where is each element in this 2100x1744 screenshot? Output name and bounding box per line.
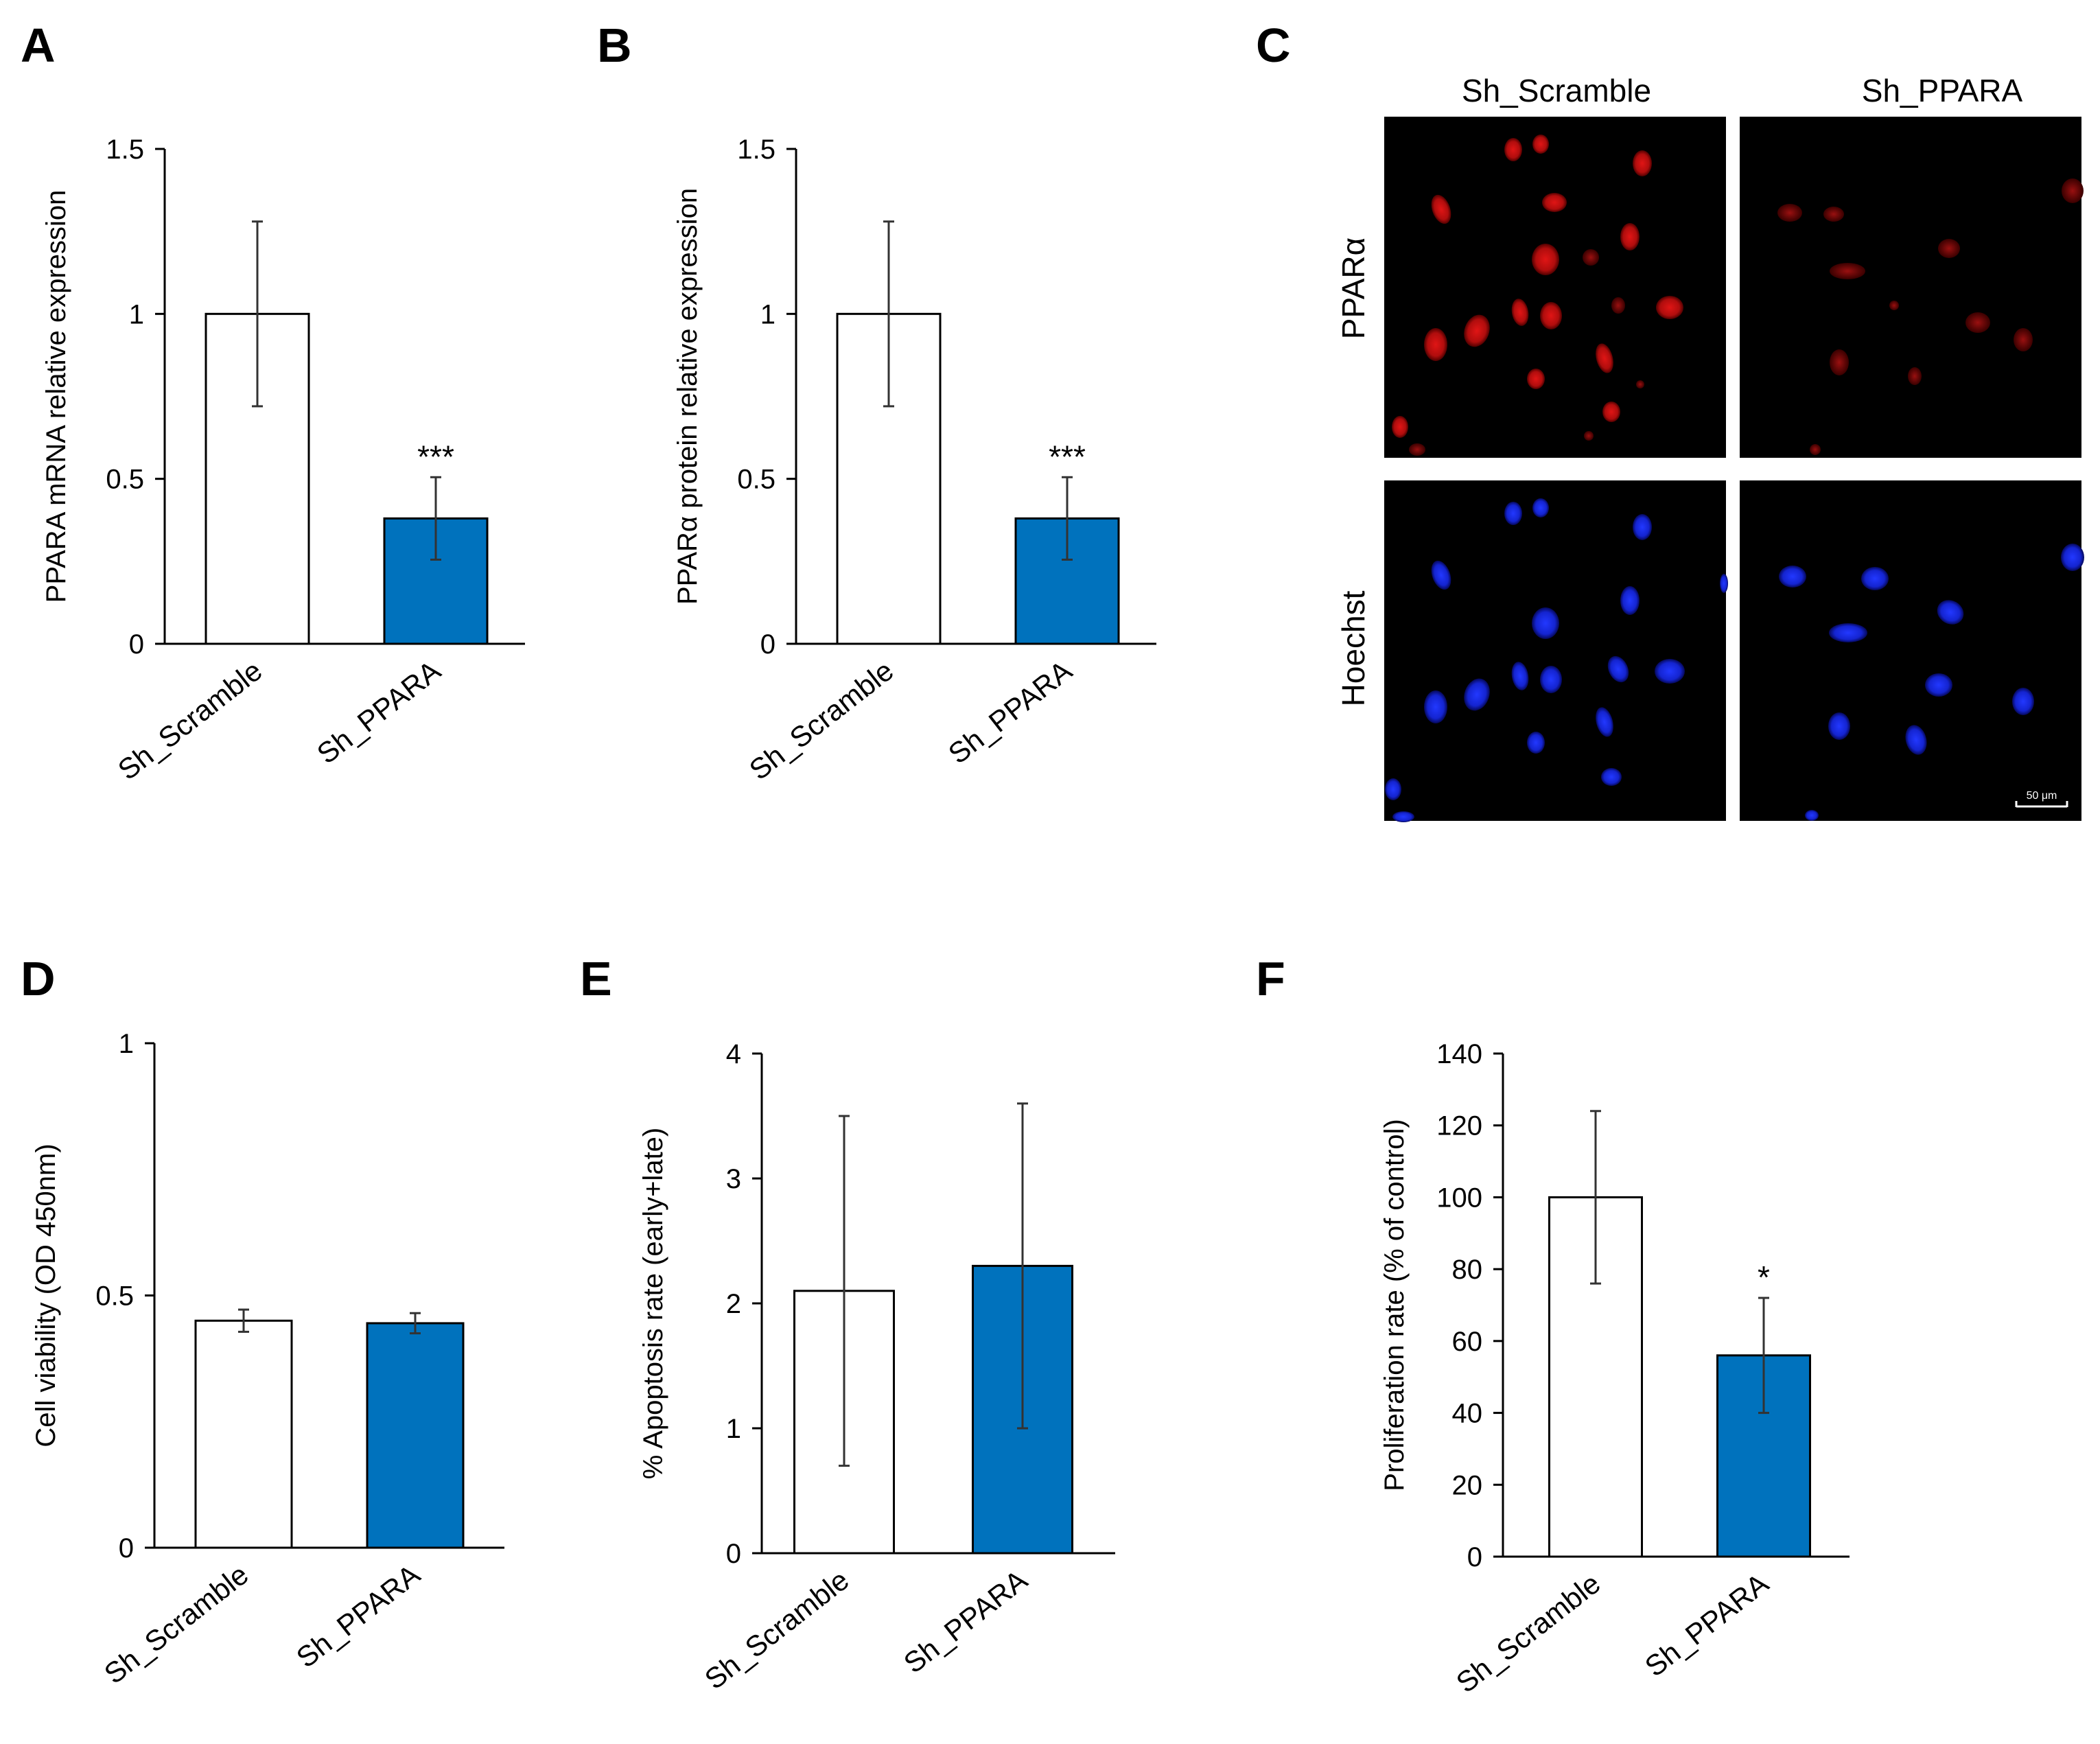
y-tick-label: 40	[1452, 1399, 1483, 1429]
y-tick-label: 120	[1436, 1111, 1482, 1141]
y-axis-label: PPARA mRNA relative expression	[41, 190, 71, 603]
x-category-label: Sh_PPARA	[898, 1563, 1034, 1679]
panel-c-row-label-ppara: PPARα	[1335, 237, 1371, 339]
y-tick-label: 3	[726, 1164, 741, 1194]
panel-d-letter: D	[21, 952, 56, 1005]
significance-marker: ***	[1049, 439, 1086, 474]
bar-ppara	[366, 1322, 465, 1549]
y-tick-label: 1.5	[737, 135, 775, 165]
y-tick-label: 0	[1467, 1542, 1482, 1572]
y-tick-label: 1	[119, 1029, 134, 1059]
y-tick-label: 1	[760, 299, 775, 329]
x-category-label: Sh_Scramble	[112, 654, 268, 786]
y-tick-label: 0.5	[106, 465, 144, 495]
panel-a-letter: A	[21, 19, 56, 72]
panel-b-letter: B	[597, 19, 632, 72]
y-tick-label: 0	[119, 1533, 134, 1563]
y-tick-label: 0	[726, 1539, 741, 1569]
panel-c-column-title-scramble: Sh_Scramble	[1462, 73, 1651, 108]
panel-a: A *** 0 0.5 1 1.5 PPARA mRNA relative expressi…	[21, 19, 525, 786]
x-category-label: Sh_PPARA	[311, 654, 447, 770]
panel-b: B *** 0 0.5 1 1.5 PPARα protein relative expre…	[597, 19, 1156, 786]
panel-d: D 0 0.5 1 Cell viability (OD 450nm) Sh_Scramb…	[21, 952, 504, 1690]
bar-scramble	[194, 1319, 293, 1549]
significance-marker: *	[1758, 1259, 1770, 1295]
y-tick-label: 0	[129, 629, 144, 660]
y-axis-label: Proliferation rate (% of control)	[1379, 1119, 1410, 1491]
x-category-label: Sh_Scramble	[1450, 1567, 1607, 1699]
panel-c-column-title-ppara: Sh_PPARA	[1862, 73, 2023, 108]
y-tick-label: 60	[1452, 1327, 1483, 1357]
nuclei-ppara-hoechst	[1779, 544, 2084, 821]
x-category-label: Sh_PPARA	[1639, 1567, 1775, 1683]
panel-e-letter: E	[580, 952, 612, 1005]
panel-c-letter: C	[1256, 19, 1291, 72]
micrograph-scramble-ppara	[1384, 117, 1726, 458]
panel-e: E 0 1 2 3 4 % Apoptosis rate (early+late) Sh_Sc…	[580, 952, 1115, 1695]
micrograph-scramble-hoechst	[1384, 480, 1726, 821]
micrograph-ppara-hoechst	[1740, 480, 2081, 821]
y-tick-label: 4	[726, 1039, 741, 1069]
y-tick-label: 140	[1436, 1039, 1482, 1069]
significance-marker: ***	[417, 439, 454, 474]
panel-c: C Sh_Scramble Sh_PPARA PPARα Hoechst	[1256, 19, 2084, 822]
nuclei-ppara-ppara	[1777, 178, 2084, 455]
x-category-label: Sh_PPARA	[290, 1558, 426, 1674]
y-tick-label: 2	[726, 1289, 741, 1319]
y-tick-label: 80	[1452, 1255, 1483, 1285]
y-tick-label: 1	[129, 299, 144, 329]
x-category-label: Sh_Scramble	[743, 654, 900, 786]
y-tick-label: 1	[726, 1414, 741, 1444]
y-tick-label: 20	[1452, 1470, 1483, 1500]
y-tick-label: 1.5	[106, 135, 144, 165]
y-axis-label: % Apoptosis rate (early+late)	[638, 1128, 668, 1479]
y-axis-label: PPARα protein relative expression	[673, 188, 703, 605]
scale-bar-label: 50 μm	[2027, 790, 2057, 802]
y-axis-label: Cell viability (OD 450nm)	[31, 1143, 61, 1447]
x-category-label: Sh_Scramble	[699, 1563, 855, 1695]
x-category-label: Sh_PPARA	[942, 654, 1078, 770]
y-tick-label: 0.5	[95, 1281, 134, 1312]
nuclei-scramble-ppara	[1392, 135, 1683, 456]
x-category-label: Sh_Scramble	[98, 1558, 255, 1690]
panel-c-row-label-hoechst: Hoechst	[1335, 590, 1371, 706]
y-tick-label: 100	[1436, 1183, 1482, 1213]
y-tick-label: 0.5	[737, 465, 775, 495]
panel-f: F * 0 20 40 60 80 100 120 140 Proliferation rate (…	[1256, 952, 1850, 1699]
nuclei-scramble-hoechst	[1385, 498, 1728, 822]
panel-f-letter: F	[1256, 952, 1285, 1005]
scale-bar: 50 μm	[2015, 790, 2068, 808]
micrograph-ppara-ppara	[1740, 117, 2081, 458]
y-tick-label: 0	[760, 629, 775, 660]
